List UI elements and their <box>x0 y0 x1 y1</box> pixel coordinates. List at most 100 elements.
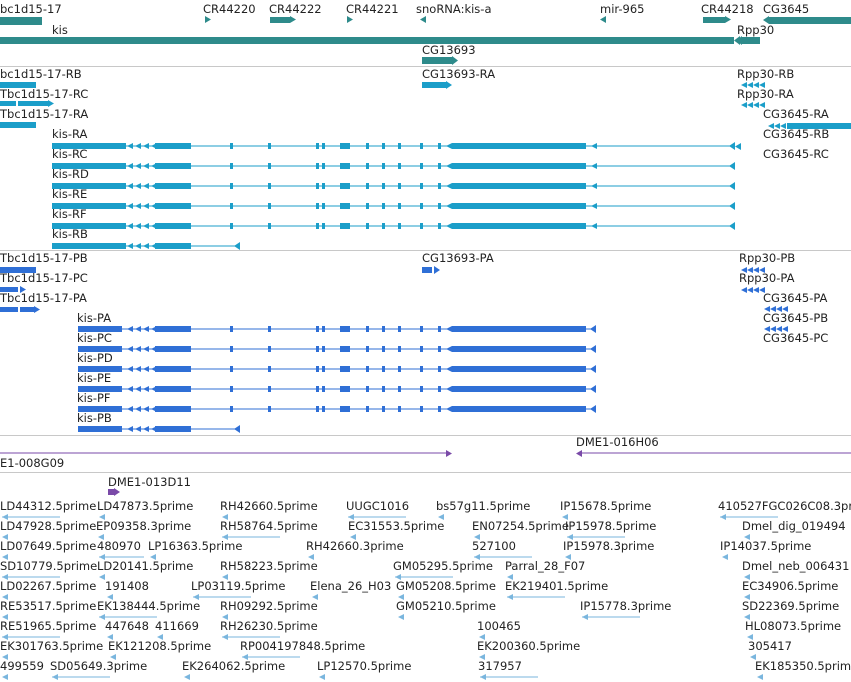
pr-kis-pe-exon-s0[interactable] <box>230 386 233 392</box>
pr-tbc1d15-17-pa-b[interactable] <box>20 307 34 312</box>
feature-label[interactable]: CG3645-PB <box>763 311 829 325</box>
feature-label[interactable]: DME1-013D11 <box>108 475 191 489</box>
est-rh09292-5prime[interactable] <box>222 614 228 620</box>
pr-kis-pe-exon-s2[interactable] <box>316 386 319 392</box>
feature-label[interactable]: RH09292.5prime <box>220 599 318 613</box>
tx-kis-rc-exon-t0[interactable] <box>446 163 452 169</box>
est-lp12570-5prime[interactable] <box>319 674 325 680</box>
tx-kis-rc-exon-s1[interactable] <box>268 163 271 169</box>
feature-label[interactable]: GM05295.5prime <box>393 559 493 573</box>
est-sd10779-5prime[interactable] <box>2 574 8 580</box>
feature-label[interactable]: CR44220 <box>203 2 256 16</box>
feature-label[interactable]: kis-PB <box>77 411 112 425</box>
tx-kis-rf-exon-s5[interactable] <box>366 223 369 229</box>
pr-kis-pd-exon-s3[interactable] <box>322 366 325 372</box>
pr-kis-pa-exon[interactable] <box>340 326 350 332</box>
tx-cg3645-rb-end[interactable] <box>735 143 741 150</box>
tx-kis-rc-exon-s9[interactable] <box>438 163 441 169</box>
pr-kis-pa-exon-s4[interactable] <box>366 326 369 332</box>
tx-kis-ra-exon[interactable] <box>452 143 586 149</box>
tx-kis-rc-exon-t1[interactable] <box>591 163 597 169</box>
est-rp004197848-5prime[interactable] <box>242 654 248 660</box>
pr-kis-pd-end[interactable] <box>590 365 596 373</box>
tx-kis-ra-exon-0[interactable] <box>127 143 133 149</box>
pr-cg3645-pb-0[interactable] <box>764 326 770 332</box>
pr-kis-pe-exon-s7[interactable] <box>420 386 423 392</box>
pr-kis-pc-exon[interactable] <box>452 346 586 352</box>
pr-cg3645-pb-3[interactable] <box>782 326 788 332</box>
feature-label[interactable]: 305417 <box>748 639 792 653</box>
est-ip15978-3prime[interactable] <box>565 554 571 560</box>
feature-label[interactable]: EK185350.5prime <box>755 659 851 673</box>
gene-cr44221-arrow[interactable] <box>347 16 353 23</box>
feature-label[interactable]: Tbc1d15-17-PA <box>0 291 87 305</box>
tx-kis-ra-exon-s9[interactable] <box>438 143 441 149</box>
pr-kis-pa-exon-s3[interactable] <box>322 326 325 332</box>
feature-label[interactable]: LP03119.5prime <box>191 579 286 593</box>
tx-kis-rf-exon-s0[interactable] <box>230 223 233 229</box>
gene-cr44222-arrow[interactable] <box>290 16 296 23</box>
tx-kis-ra-exon[interactable] <box>340 143 350 149</box>
est-499559[interactable] <box>2 674 8 680</box>
feature-label[interactable]: EC34906.5prime <box>742 579 839 593</box>
gene-cg13693[interactable] <box>422 57 452 64</box>
est-ek200360-5prime[interactable] <box>479 654 485 660</box>
est-ld44312-5prime[interactable] <box>2 514 8 520</box>
est-hl08073-5prime[interactable] <box>747 634 753 640</box>
feature-label[interactable]: RH42660.3prime <box>306 539 404 553</box>
pr-cg3645-pa-3[interactable] <box>782 306 788 312</box>
feature-label[interactable]: kis-PD <box>77 351 113 365</box>
pr-tbc1d15-17-pc-end[interactable] <box>20 286 26 293</box>
pr-kis-pa-exon-t[interactable] <box>446 326 452 332</box>
pr-rpp30-pa-1[interactable] <box>747 287 753 293</box>
pr-kis-pc-exon-t[interactable] <box>446 346 452 352</box>
feature-label[interactable]: kis-RE <box>52 187 88 201</box>
pr-kis-pd-exon-s7[interactable] <box>420 366 423 372</box>
feature-label[interactable]: kis-PF <box>77 391 111 405</box>
pr-kis-pf-exon[interactable] <box>340 406 350 412</box>
feature-label[interactable]: 100465 <box>477 619 521 633</box>
tx-kis-ra-exon-s6[interactable] <box>382 143 385 149</box>
pr-kis-pa-exon-s6[interactable] <box>398 326 401 332</box>
tx-kis-re-exon[interactable] <box>52 203 126 209</box>
est-ld02267-5prime[interactable] <box>2 594 8 600</box>
feature-label[interactable]: LP16363.5prime <box>148 539 243 553</box>
tx-rpp30-rb-1[interactable] <box>747 82 753 88</box>
tx-kis-ra-exon-s2[interactable] <box>316 143 319 149</box>
tx-kis-rc-exon[interactable] <box>452 163 586 169</box>
pr-kis-pd-exon-s6[interactable] <box>398 366 401 372</box>
feature-label[interactable]: LD47928.5prime <box>0 519 97 533</box>
gene-snorna-kis-a-arrow[interactable] <box>420 16 426 23</box>
tx-kis-rb-exon-2[interactable] <box>143 243 149 249</box>
pr-kis-pd-exon-s0[interactable] <box>230 366 233 372</box>
feature-label[interactable]: IP14037.5prime <box>720 539 812 553</box>
tx-kis-rf-exon-s9[interactable] <box>438 223 441 229</box>
pr-cg3645-pa-1[interactable] <box>770 306 776 312</box>
est-rh26230-5prime[interactable] <box>222 634 228 640</box>
est-sd05649-3prime[interactable] <box>52 674 58 680</box>
est-lp03119-5prime[interactable] <box>193 594 199 600</box>
tx-kis-re-exon[interactable] <box>452 203 586 209</box>
feature-label[interactable]: LD02267.5prime <box>0 579 97 593</box>
tx-kis-rf-exon-s2[interactable] <box>316 223 319 229</box>
feature-label[interactable]: Elena_26_H03 <box>310 579 392 593</box>
feature-label[interactable]: snoRNA:kis-a <box>416 2 492 16</box>
pr-kis-pe-exon[interactable] <box>340 386 350 392</box>
pr-kis-pd-exon-s2[interactable] <box>316 366 319 372</box>
tx-cg3645-ra[interactable] <box>787 123 851 129</box>
pr-kis-pe-exon-s8[interactable] <box>438 386 441 392</box>
tx-kis-rb-exon[interactable] <box>155 243 191 249</box>
tx-kis-rd-exon-s1[interactable] <box>268 183 271 189</box>
feature-label[interactable]: 317957 <box>478 659 522 673</box>
feature-label[interactable]: IP15978.5prime <box>565 519 657 533</box>
tx-cg3645-ra-0[interactable] <box>768 123 774 129</box>
pr-kis-pc-exon-s0[interactable] <box>230 346 233 352</box>
est-ek185350-5prime[interactable] <box>757 674 763 680</box>
est-ld47928-5prime[interactable] <box>2 534 8 540</box>
pr-kis-pb-exon-1[interactable] <box>135 426 141 432</box>
pr-kis-pb-exon[interactable] <box>155 426 191 432</box>
feature-label[interactable]: IP15978.3prime <box>563 539 655 553</box>
tx-kis-rf-exon-s7[interactable] <box>398 223 401 229</box>
pr-kis-pf-exon-s4[interactable] <box>366 406 369 412</box>
feature-label[interactable]: RH58223.5prime <box>220 559 318 573</box>
